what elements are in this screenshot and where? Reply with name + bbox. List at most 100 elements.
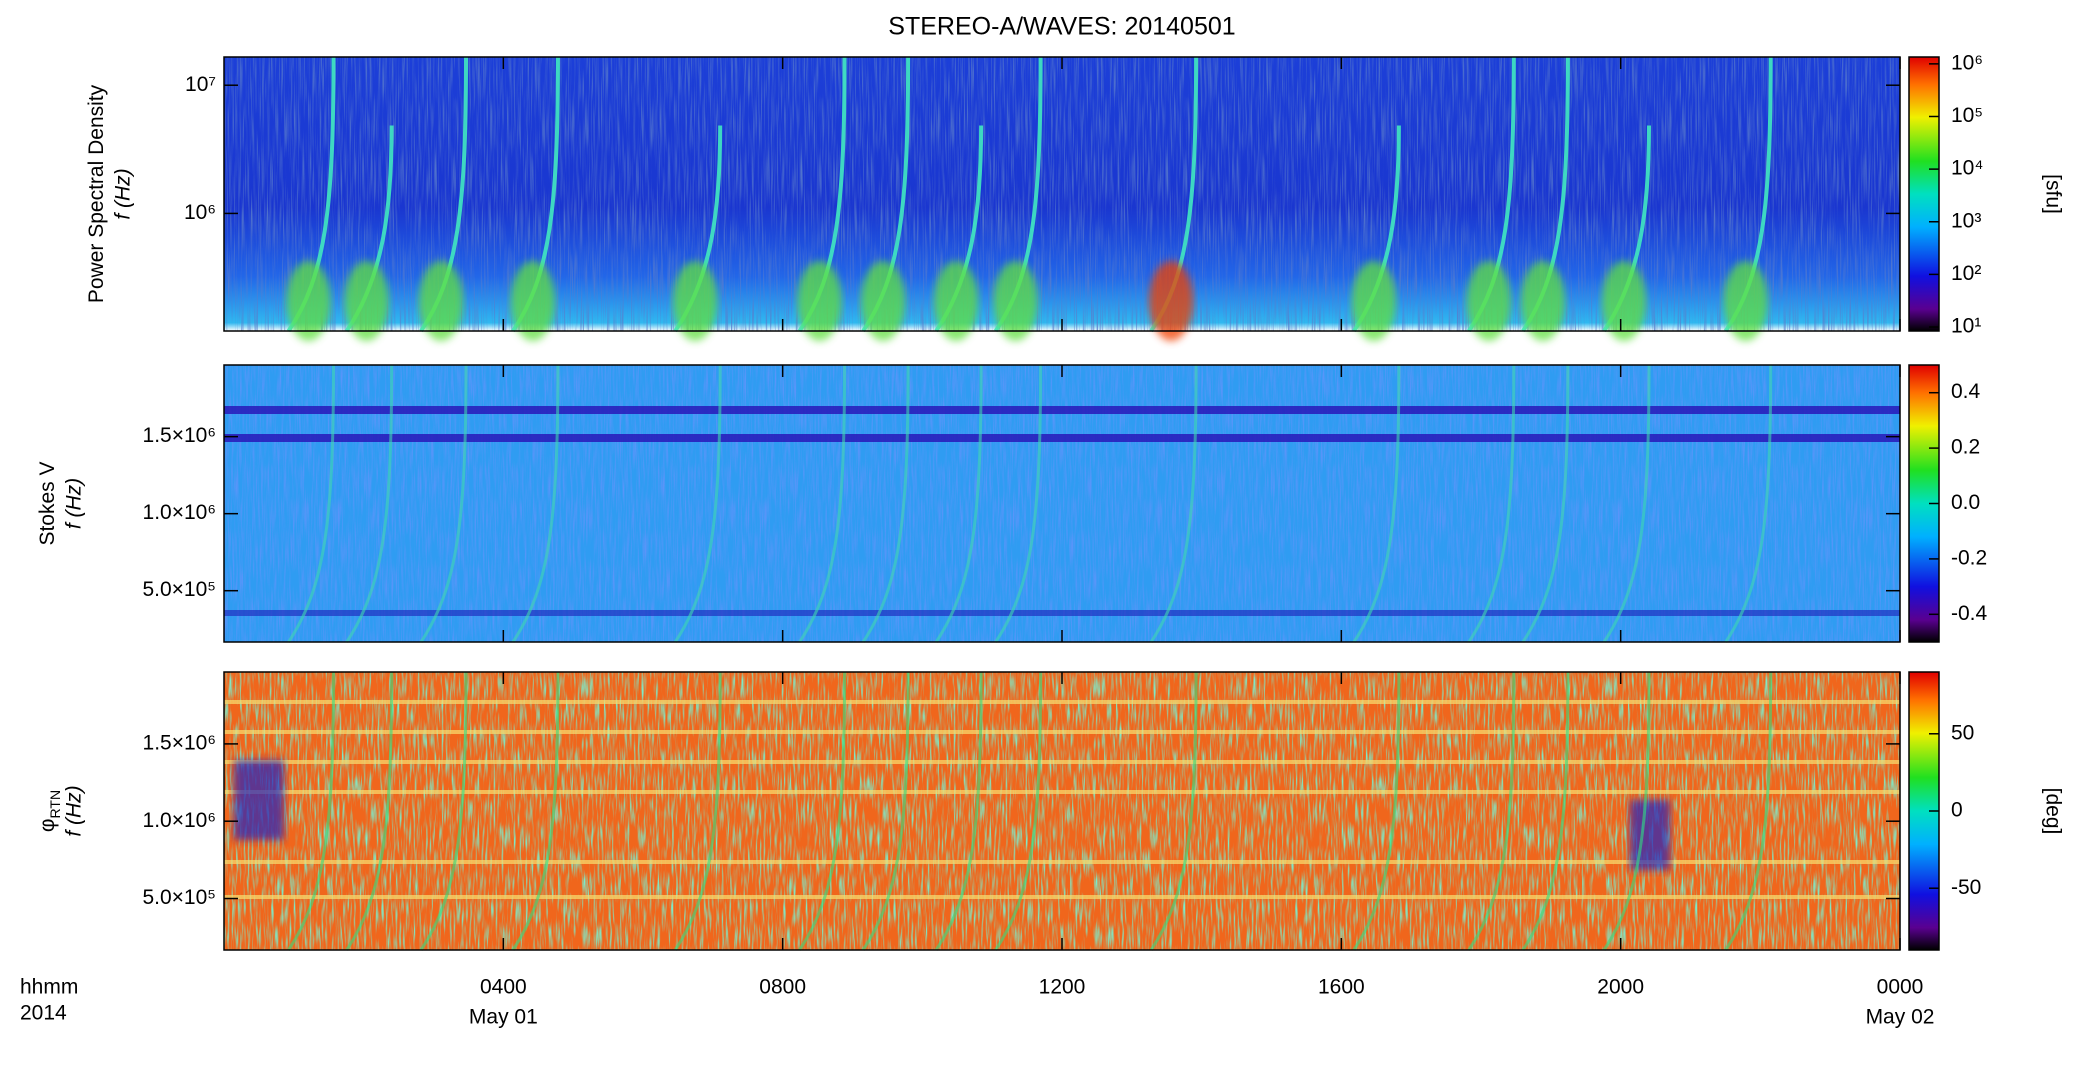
dark-band xyxy=(224,434,1900,442)
dark-band xyxy=(224,610,1900,616)
burst-glow xyxy=(1466,261,1511,341)
y-axis-label: f (Hz) xyxy=(112,168,135,219)
y-axis-label-text: Stokes V xyxy=(36,461,59,545)
colorbar-tick-label: 10⁵ xyxy=(1951,104,1983,127)
y-tick-label: 10⁶ xyxy=(184,201,216,224)
colorbar-tick-label: 10⁶ xyxy=(1951,51,1983,74)
burst-glow xyxy=(286,261,331,341)
colorbar-tick-label: 0 xyxy=(1951,799,1963,822)
burst xyxy=(1602,364,1651,643)
burst xyxy=(1352,671,1401,951)
burst xyxy=(1149,671,1198,951)
x-tick-label: 0000 xyxy=(1877,976,1924,999)
burst xyxy=(934,671,983,951)
colorbar-tick-label: 10⁴ xyxy=(1951,157,1983,180)
burst xyxy=(287,671,336,951)
burst xyxy=(345,671,394,951)
colorbar-label: [deg] xyxy=(2041,788,2064,835)
y-tick-label: 1.0×10⁶ xyxy=(143,501,216,524)
colorbar-tick-label: 0.0 xyxy=(1951,491,1980,514)
burst xyxy=(994,364,1043,643)
chart-title: STEREO-A/WAVES: 20140501 xyxy=(888,13,1235,41)
x-date-label: May 01 xyxy=(469,1006,538,1029)
y-axis-label: φRTN xyxy=(36,790,63,832)
blue-patch xyxy=(1630,800,1670,870)
burst xyxy=(1521,364,1570,643)
burst xyxy=(994,671,1043,951)
burst xyxy=(673,671,722,951)
burst xyxy=(861,364,910,643)
y-axis-label: Power Spectral Density xyxy=(85,84,108,303)
x-tick-label: 2000 xyxy=(1597,976,1644,999)
x-axis-title: 2014 xyxy=(20,1002,67,1025)
blue-patch xyxy=(234,760,284,840)
burst xyxy=(861,671,910,951)
light-band xyxy=(224,860,1900,864)
burst xyxy=(1521,671,1570,951)
y-axis-label: f (Hz) xyxy=(63,785,86,836)
colorbar-tick-label: 50 xyxy=(1951,721,1974,744)
x-tick-label: 0800 xyxy=(759,976,806,999)
burst xyxy=(1724,364,1773,643)
light-band xyxy=(224,895,1900,899)
colorbar-tick-label: 0.4 xyxy=(1951,380,1981,403)
y-tick-label: 10⁷ xyxy=(185,73,216,96)
burst-glow xyxy=(1351,261,1396,341)
x-tick-label: 0400 xyxy=(480,976,527,999)
burst-glow xyxy=(673,261,718,341)
burst-glow xyxy=(1602,261,1647,341)
y-axis-label-sub: RTN xyxy=(47,790,63,819)
colorbar-label: [sfu] xyxy=(2041,174,2064,214)
light-band xyxy=(224,790,1900,794)
colorbar-tick-label: 10³ xyxy=(1951,209,1981,232)
burst-glow xyxy=(861,261,906,341)
burst xyxy=(511,364,560,643)
burst xyxy=(1467,364,1516,643)
colorbar-tick-label: -0.2 xyxy=(1951,546,1987,569)
axes: STEREO-A/WAVES: 20140501 10⁶ 10⁷ Power Spec… xyxy=(20,13,2064,1029)
y-tick-label: 1.0×10⁶ xyxy=(143,809,216,832)
burst xyxy=(1149,364,1198,643)
light-band xyxy=(224,760,1900,764)
y-axis-label-text: φ xyxy=(36,818,59,832)
burst-glow xyxy=(797,261,842,341)
burst xyxy=(1724,671,1773,951)
light-band xyxy=(224,730,1900,734)
burst-glow xyxy=(1520,261,1565,341)
burst xyxy=(419,364,468,643)
burst-glow xyxy=(1723,261,1768,341)
x-axis-title: hhmm xyxy=(20,976,78,999)
burst-glow xyxy=(419,261,464,341)
spectrogram-image xyxy=(224,56,1939,951)
burst xyxy=(419,671,468,951)
burst xyxy=(1602,671,1651,951)
colorbar-tick-label: 10¹ xyxy=(1951,315,1981,338)
colorbar-tick-label: 0.2 xyxy=(1951,436,1980,459)
y-tick-label: 1.5×10⁶ xyxy=(143,731,216,754)
burst-glow xyxy=(344,261,389,341)
y-tick-label: 5.0×10⁵ xyxy=(142,578,216,601)
colorbar xyxy=(1909,57,1939,331)
burst xyxy=(673,364,722,643)
burst xyxy=(934,364,983,643)
y-axis-label: f (Hz) xyxy=(63,478,86,529)
colorbar-frame xyxy=(1908,56,1940,332)
x-tick-label: 1600 xyxy=(1318,976,1365,999)
y-axis-label: Stokes V xyxy=(36,461,59,545)
light-band xyxy=(224,700,1900,704)
colorbar-tick-label: -50 xyxy=(1951,876,1981,899)
burst xyxy=(798,364,847,643)
heatmap-noise xyxy=(224,672,1900,950)
burst-glow xyxy=(993,261,1038,341)
burst-glow xyxy=(510,261,555,341)
burst xyxy=(1352,364,1401,643)
heatmap-noise xyxy=(224,57,1900,331)
burst xyxy=(287,364,336,643)
x-date-label: May 02 xyxy=(1866,1006,1935,1029)
burst xyxy=(798,671,847,951)
y-tick-label: 5.0×10⁵ xyxy=(142,886,216,909)
burst xyxy=(345,364,394,643)
y-tick-label: 1.5×10⁶ xyxy=(143,424,216,447)
burst-glow xyxy=(934,261,979,341)
